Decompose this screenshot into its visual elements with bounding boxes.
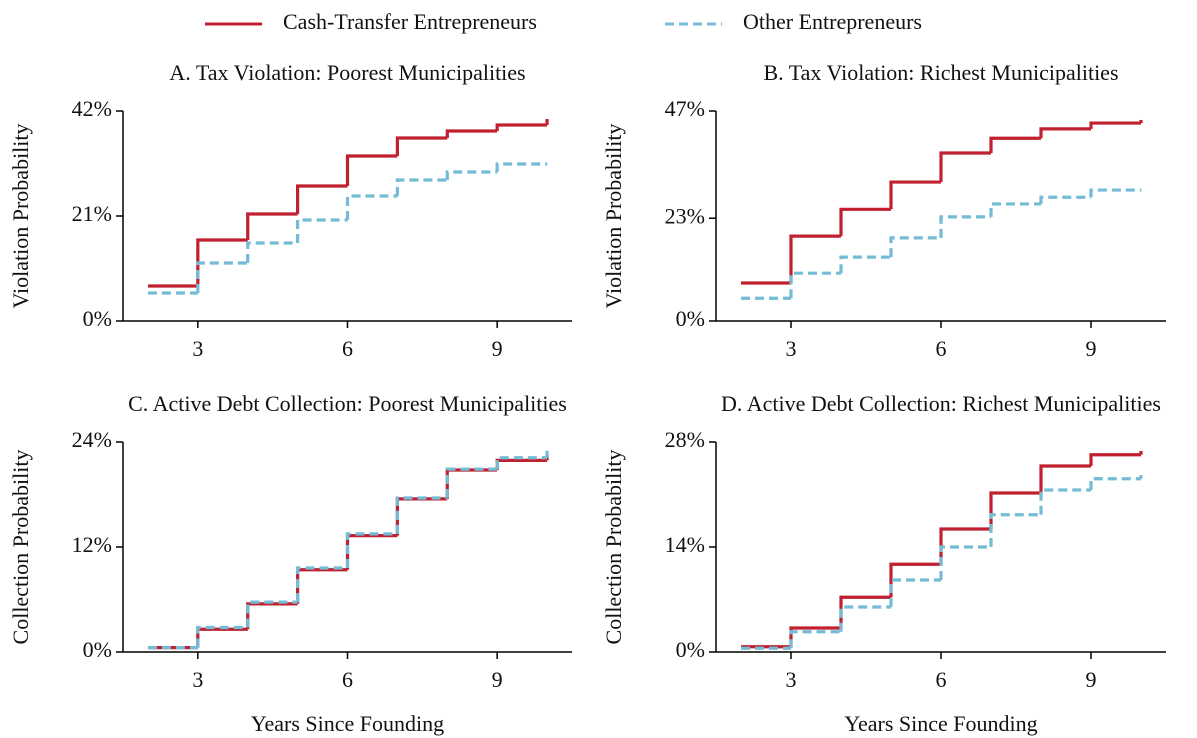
y-axis-label: Collection Probability (8, 450, 33, 645)
step-segment (345, 532, 398, 568)
step-segment (889, 180, 941, 210)
x-axis-label: Years Since Founding (844, 711, 1037, 736)
step-segment (395, 497, 448, 536)
step-segment (989, 513, 1041, 547)
x-tick-label: 9 (492, 336, 503, 361)
step-segment (839, 255, 891, 274)
step-segment (495, 458, 548, 470)
step-segment (395, 136, 448, 156)
x-tick-label: 3 (786, 336, 797, 361)
step-segment (196, 625, 248, 648)
step-segment (839, 207, 891, 237)
step-segment (1039, 195, 1091, 204)
y-tick-label: 24% (72, 427, 112, 452)
panel-title: B. Tax Violation: Richest Municipalities (763, 60, 1118, 85)
step-segment (246, 602, 298, 630)
y-tick-label: 0% (676, 637, 705, 662)
y-tick-label: 42% (72, 96, 112, 121)
x-axis-label: Years Since Founding (251, 711, 444, 736)
step-segment (1089, 121, 1141, 129)
x-tick-label: 6 (936, 667, 947, 692)
y-tick-label: 28% (665, 427, 705, 452)
x-tick-label: 9 (1086, 667, 1097, 692)
step-segment (495, 162, 548, 172)
step-segment (789, 271, 841, 299)
x-tick-label: 3 (786, 667, 797, 692)
y-axis-label: Violation Probability (8, 123, 33, 308)
step-segment (939, 151, 991, 183)
legend-label: Cash-Transfer Entrepreneurs (283, 9, 537, 34)
y-tick-label: 0% (676, 306, 705, 331)
step-segment (889, 236, 941, 258)
x-tick-label: 9 (492, 667, 503, 692)
step-segment (839, 595, 891, 628)
y-tick-label: 23% (665, 203, 705, 228)
step-segment (296, 184, 348, 214)
step-segment (789, 630, 841, 649)
x-tick-label: 6 (342, 336, 353, 361)
step-segment (345, 534, 398, 570)
step-segment (839, 605, 891, 632)
step-segment (246, 212, 298, 240)
step-segment (989, 491, 1041, 529)
panel-title: C. Active Debt Collection: Poorest Munic… (128, 391, 567, 416)
step-segment (939, 527, 991, 565)
step-segment (296, 566, 348, 603)
y-tick-label: 47% (665, 96, 705, 121)
step-segment (246, 600, 298, 628)
step-segment (939, 545, 991, 580)
step-segment (495, 456, 548, 470)
x-tick-label: 6 (342, 667, 353, 692)
step-segment (1039, 488, 1091, 515)
step-segment (196, 627, 248, 648)
step-segment (196, 261, 248, 293)
step-segment (989, 136, 1041, 153)
y-tick-label: 12% (72, 532, 112, 557)
step-segment (445, 170, 498, 180)
step-segment (345, 154, 398, 186)
step-segment (395, 496, 448, 534)
step-segment (789, 234, 841, 284)
y-axis-label: Collection Probability (601, 450, 626, 645)
step-segment (1089, 477, 1141, 490)
step-segment (1089, 453, 1141, 466)
x-tick-label: 6 (936, 336, 947, 361)
step-segment (246, 241, 298, 263)
y-tick-label: 0% (83, 306, 112, 331)
step-segment (1039, 464, 1091, 493)
step-segment (296, 218, 348, 243)
step-segment (889, 578, 941, 607)
x-tick-label: 3 (192, 336, 203, 361)
step-segment (989, 202, 1041, 217)
step-segment (445, 468, 498, 499)
step-segment (296, 568, 348, 604)
x-tick-label: 9 (1086, 336, 1097, 361)
y-tick-label: 14% (665, 532, 705, 557)
y-axis-label: Violation Probability (601, 123, 626, 308)
step-segment (345, 194, 398, 220)
panel-title: D. Active Debt Collection: Richest Munic… (721, 391, 1161, 416)
step-segment (395, 178, 448, 196)
x-tick-label: 3 (192, 667, 203, 692)
panel-title: A. Tax Violation: Poorest Municipalities (169, 60, 525, 85)
y-tick-label: 0% (83, 637, 112, 662)
legend-label: Other Entrepreneurs (743, 9, 922, 34)
step-segment (1039, 127, 1091, 139)
step-segment (1089, 188, 1141, 198)
step-segment (445, 467, 498, 498)
step-segment (495, 123, 548, 131)
y-tick-label: 21% (72, 201, 112, 226)
step-segment (445, 129, 498, 138)
step-segment (939, 215, 991, 238)
